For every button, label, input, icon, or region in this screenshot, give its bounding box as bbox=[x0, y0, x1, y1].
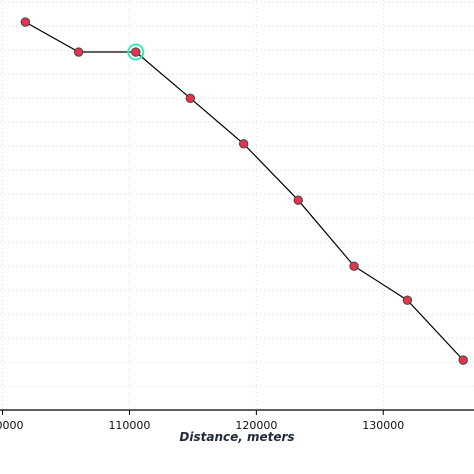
data-point bbox=[458, 355, 468, 365]
series-line bbox=[25, 21, 464, 361]
x-tick-label: 100000 bbox=[0, 419, 24, 432]
data-point bbox=[131, 47, 141, 57]
grid bbox=[0, 0, 474, 410]
data-point bbox=[185, 93, 196, 104]
data-point bbox=[238, 139, 249, 149]
data-point bbox=[293, 195, 303, 205]
data-point bbox=[402, 295, 413, 305]
data-point bbox=[20, 17, 31, 27]
highlight-ring bbox=[127, 43, 145, 61]
x-axis-title: Distance, meters bbox=[179, 430, 294, 444]
data-point bbox=[73, 47, 84, 57]
x-tick-label: 120000 bbox=[235, 419, 277, 432]
x-tick-label: 110000 bbox=[108, 419, 150, 432]
data-points bbox=[20, 17, 468, 365]
x-axis-ticks: 100000 110000 120000 130000 bbox=[0, 410, 404, 432]
x-tick-label: 130000 bbox=[362, 419, 404, 432]
data-point bbox=[349, 261, 359, 271]
